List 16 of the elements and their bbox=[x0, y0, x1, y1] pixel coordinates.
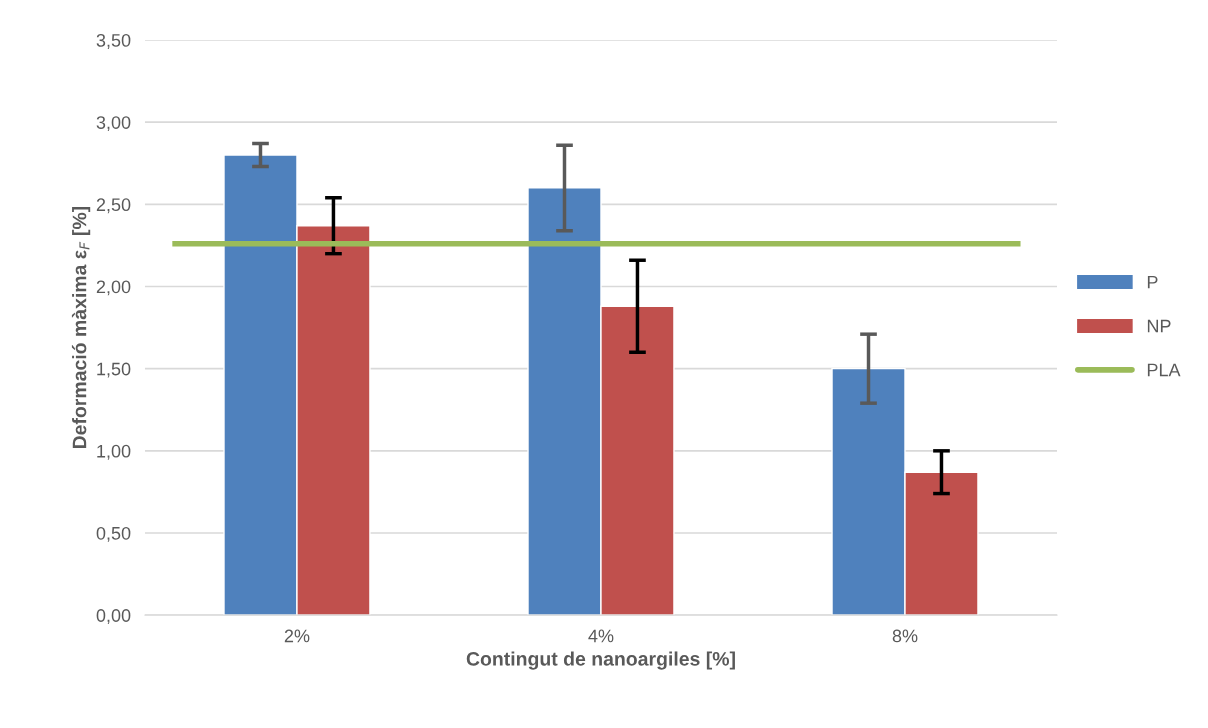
y-tick-label: 0,50 bbox=[96, 526, 131, 542]
x-tick-label: 8% bbox=[892, 629, 918, 643]
legend-label: PLA bbox=[1147, 363, 1181, 377]
x-tick-label: 2% bbox=[284, 629, 310, 643]
y-tick-label: 3,50 bbox=[96, 33, 131, 49]
y-tick-label: 3,00 bbox=[96, 116, 131, 132]
x-axis-title: Contingut de nanoargiles [%] bbox=[466, 651, 735, 670]
y-tick-label: 1,00 bbox=[97, 444, 131, 460]
legend-label: NP bbox=[1147, 319, 1171, 333]
y-tick-label: 1,50 bbox=[97, 362, 131, 378]
legend-label: P bbox=[1147, 275, 1158, 289]
x-tick-label: 4% bbox=[588, 629, 614, 643]
y-tick-label: 2,00 bbox=[96, 280, 131, 296]
y-tick-label: 2,50 bbox=[96, 198, 131, 214]
y-tick-label: 0,00 bbox=[96, 609, 131, 625]
y-axis-title: Deformació màxima ε$_{F}$ [%] bbox=[71, 206, 91, 449]
